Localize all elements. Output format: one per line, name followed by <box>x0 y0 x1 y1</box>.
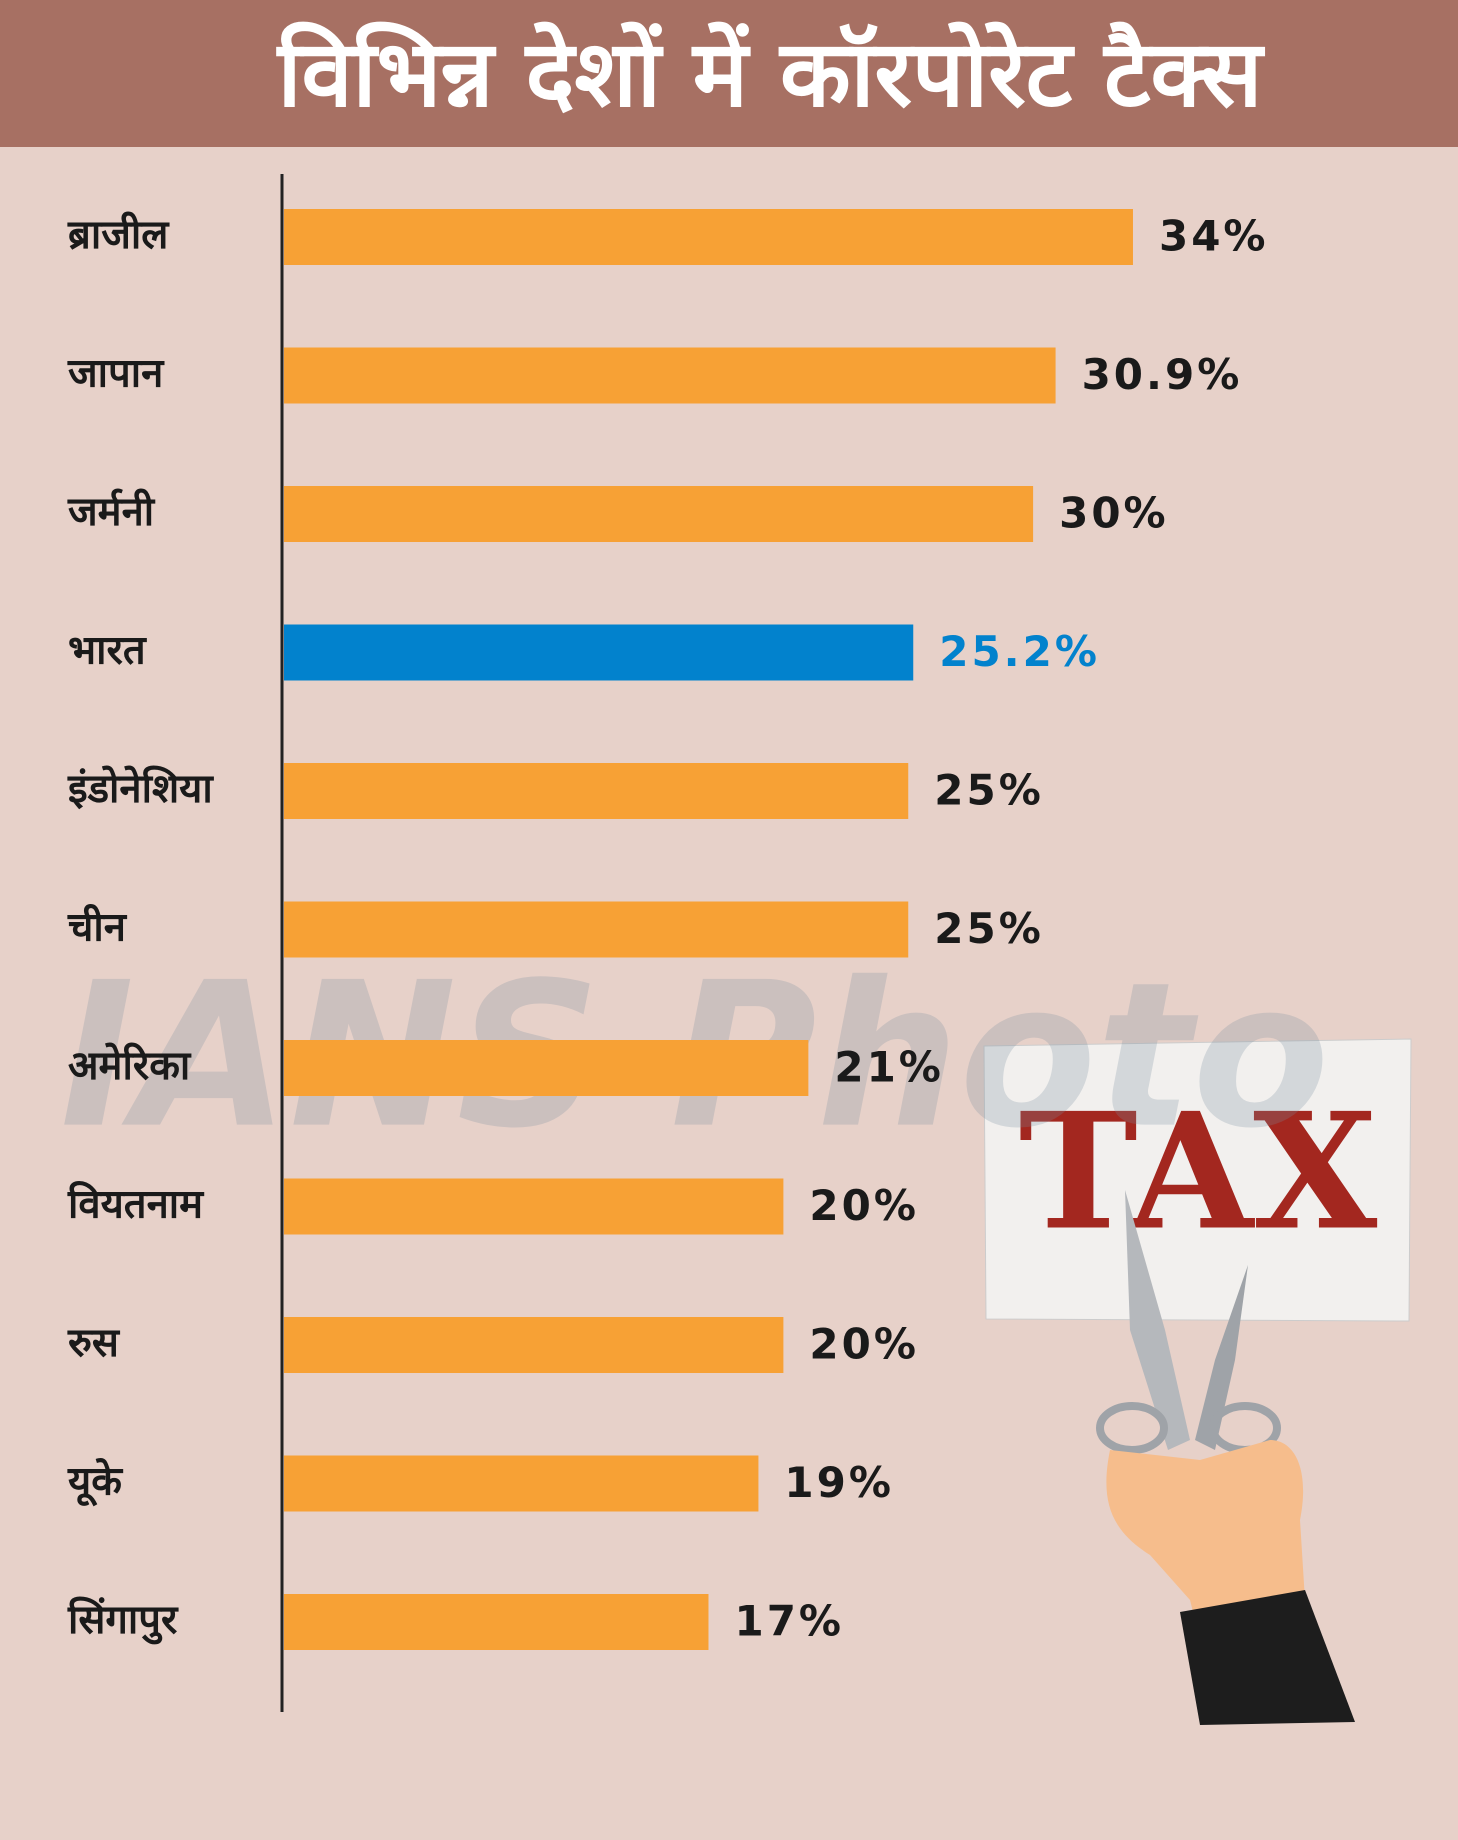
category-label: ब्राजील <box>67 211 170 258</box>
value-label: 20% <box>809 1320 919 1369</box>
category-label: सिंगापुर <box>67 1596 179 1645</box>
value-label: 25.2% <box>939 627 1100 676</box>
bar <box>284 763 909 819</box>
category-label: वियतनाम <box>67 1181 205 1228</box>
bar <box>284 1455 759 1512</box>
value-label: 20% <box>809 1181 919 1230</box>
category-label: इंडोनेशिया <box>67 765 214 812</box>
bar <box>284 209 1133 265</box>
hand <box>1106 1440 1305 1620</box>
category-label: जापान <box>67 351 165 397</box>
tax-illustration: TAX <box>983 1038 1412 1725</box>
bar <box>284 1178 784 1235</box>
value-label: 30.9% <box>1082 350 1243 399</box>
category-label: यूके <box>67 1458 123 1507</box>
sleeve <box>1180 1590 1355 1725</box>
value-label: 30% <box>1059 489 1169 538</box>
bar <box>284 624 914 681</box>
paper <box>983 1038 1412 1322</box>
value-label: 34% <box>1159 212 1269 261</box>
category-label: रुस <box>67 1320 121 1366</box>
bar <box>284 347 1056 404</box>
value-label: 21% <box>834 1043 944 1092</box>
category-label: चीन <box>67 904 128 951</box>
category-label: भारत <box>68 628 147 674</box>
value-label: 17% <box>734 1597 844 1646</box>
scissor-handle <box>1096 1402 1168 1454</box>
chart-title: विभिन्न देशों में कॉरपोरेट टैक्स <box>276 20 1265 127</box>
bar <box>284 1040 809 1096</box>
bar <box>284 1594 709 1650</box>
value-label: 19% <box>784 1458 894 1507</box>
bar <box>284 901 909 958</box>
bar <box>284 486 1034 542</box>
category-label: जर्मनी <box>67 488 156 535</box>
scissor-blade <box>1125 1190 1190 1450</box>
value-label: 25% <box>934 766 1044 815</box>
paper-text: TAX <box>1019 1078 1378 1266</box>
category-label: अमेरिका <box>68 1042 192 1089</box>
title-band <box>0 0 1458 147</box>
bar <box>284 1317 784 1373</box>
value-label: 25% <box>934 904 1044 953</box>
scissor-blade <box>1195 1265 1248 1450</box>
